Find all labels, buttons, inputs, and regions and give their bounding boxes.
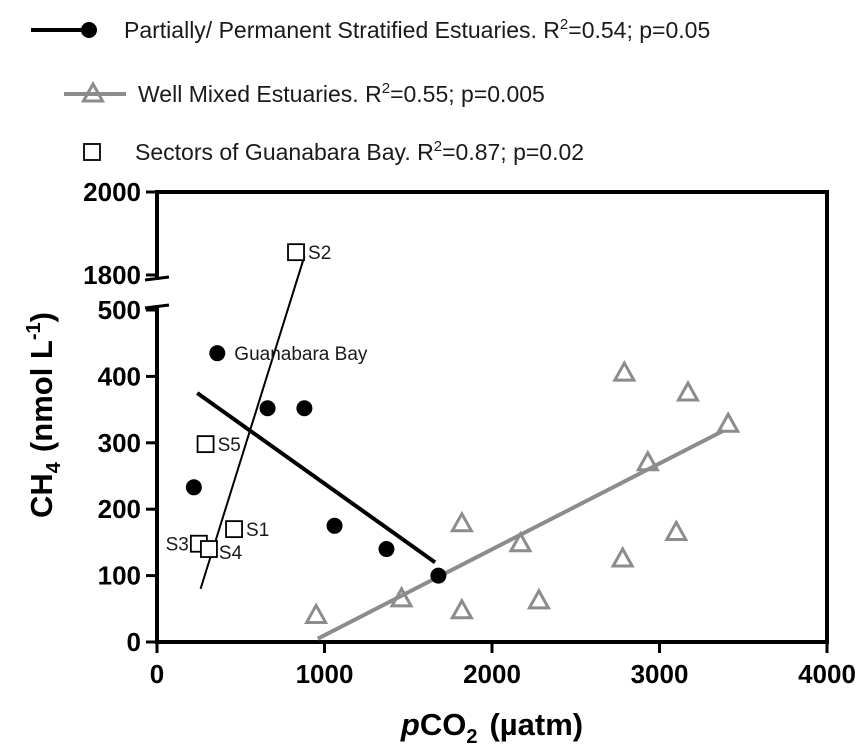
legend-stat-sup: 2 <box>382 80 390 97</box>
data-point <box>196 435 215 454</box>
data-point <box>378 541 395 558</box>
legend-series-name: Sectors of Guanabara Bay. <box>135 139 417 165</box>
fit-line <box>199 256 306 590</box>
axis-break-mark <box>144 303 170 310</box>
y-axis-title-sub: 4 <box>43 461 65 473</box>
legend-stat-sup: 2 <box>560 16 568 33</box>
data-point <box>200 540 218 558</box>
legend-stat-prefix: R <box>365 81 382 107</box>
legend-label: Sectors of Guanabara Bay. R2=0.87; p=0.0… <box>135 138 584 165</box>
y-tick-label: 300 <box>98 428 141 458</box>
point-label: S4 <box>219 543 243 564</box>
x-axis-title: pCO2 (µatm) <box>400 707 583 745</box>
data-point <box>326 517 343 534</box>
y-tick-label: 0 <box>127 627 141 657</box>
data-point <box>526 587 551 610</box>
legend-stat-sup: 2 <box>434 138 442 155</box>
legend-entry: Well Mixed Estuaries. R2=0.55; p=0.005 <box>64 80 545 107</box>
x-tick-label: 1000 <box>296 659 354 689</box>
point-label: S3 <box>166 535 189 556</box>
legend-entry: Sectors of Guanabara Bay. R2=0.87; p=0.0… <box>83 138 584 165</box>
data-point <box>635 449 660 472</box>
data-point <box>185 479 202 496</box>
data-point <box>225 520 243 539</box>
y-tick-label: 2000 <box>83 177 141 207</box>
legend-series-name: Well Mixed Estuaries. <box>138 81 365 107</box>
x-axis-title-unit: (µatm) <box>489 707 583 742</box>
data-point <box>259 400 276 417</box>
y-tick-label: 200 <box>98 494 141 524</box>
point-label: S5 <box>218 435 241 456</box>
point-label: S2 <box>308 243 331 264</box>
x-axis-title-sub: 2 <box>466 726 477 745</box>
x-tick-label: 0 <box>150 659 164 689</box>
y-axis-title-unit: (nmol L <box>24 340 59 452</box>
data-point <box>430 567 447 584</box>
legend-label: Partially/ Permanent Stratified Estuarie… <box>124 16 710 43</box>
data-point <box>449 597 474 620</box>
legend-label: Well Mixed Estuaries. R2=0.55; p=0.005 <box>138 80 545 107</box>
data-point <box>449 510 474 533</box>
legend: Partially/ Permanent Stratified Estuarie… <box>31 16 710 165</box>
legend-stat-rest: =0.54; p=0.05 <box>568 17 710 43</box>
point-label: S1 <box>246 520 269 541</box>
x-axis-title-main: CO <box>420 707 467 742</box>
data-point <box>296 400 313 417</box>
legend-stat-rest: =0.55; p=0.005 <box>390 81 545 107</box>
data-point <box>304 602 329 624</box>
data-point <box>287 243 305 262</box>
data-point <box>209 345 226 362</box>
axis-break-mark <box>144 275 170 282</box>
y-axis-title: CH4 (nmol L-1) <box>23 312 65 518</box>
legend-stat-prefix: R <box>417 139 434 165</box>
data-point <box>675 379 701 402</box>
legend-stat-prefix: R <box>543 17 560 43</box>
data-point <box>389 585 414 608</box>
point-labels: S1 S2 S3 S4 S5 Guanabara Bay <box>166 243 368 564</box>
x-tick-label: 4000 <box>798 659 856 689</box>
legend-marker <box>80 80 106 103</box>
x-tick-label: 3000 <box>631 659 689 689</box>
fit-lines <box>196 256 725 641</box>
y-axis-title-close: ) <box>24 312 59 322</box>
data-point <box>716 411 741 433</box>
y-tick-label: 400 <box>98 361 141 391</box>
data-point <box>610 545 635 568</box>
legend-marker <box>83 143 101 161</box>
legend-series-name: Partially/ Permanent Stratified Estuarie… <box>124 17 543 43</box>
data-point <box>664 519 689 541</box>
x-tick-label: 2000 <box>463 659 521 689</box>
y-axis-title-sup: -1 <box>23 322 45 340</box>
legend-marker <box>81 22 97 38</box>
annotation-label: Guanabara Bay <box>234 344 368 365</box>
y-tick-label: 1800 <box>83 260 141 290</box>
axes: 0 1000 2000 3000 4000 0 100 200 300 400 500 1800 200… <box>23 177 856 745</box>
data-point <box>612 360 637 382</box>
data-points <box>185 243 741 624</box>
fit-line <box>196 391 437 564</box>
x-axis-title-prefix: p <box>400 707 420 742</box>
y-axis-title-main: CH <box>24 473 59 518</box>
y-tick-label: 500 <box>98 295 141 325</box>
data-point <box>508 530 533 553</box>
legend-entry: Partially/ Permanent Stratified Estuarie… <box>31 16 710 43</box>
legend-stat-rest: =0.87; p=0.02 <box>442 139 584 165</box>
y-tick-label: 100 <box>98 561 141 591</box>
